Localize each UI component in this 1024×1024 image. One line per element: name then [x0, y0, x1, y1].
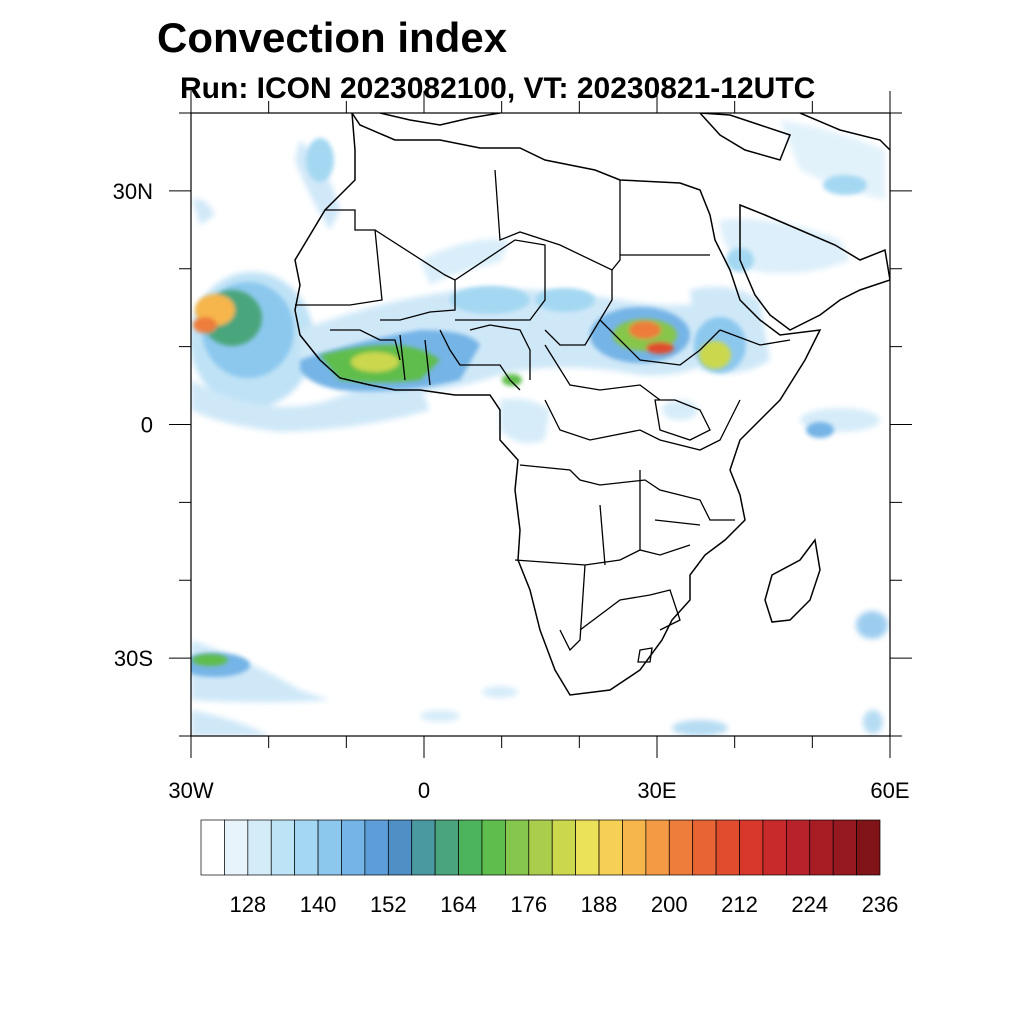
colorbar-swatch: [481, 819, 506, 876]
colorbar-swatch: [528, 819, 553, 876]
map-title: Convection index: [157, 14, 508, 61]
colorbar-swatch: [387, 819, 413, 876]
colorbar-swatch: [598, 819, 623, 876]
colorbar-swatch: [692, 819, 717, 876]
colorbar-swatch: [762, 819, 787, 876]
lat-label: 30N: [113, 179, 153, 204]
colorbar-swatch: [856, 819, 881, 876]
border-mali-algeria: [374, 229, 546, 281]
colorbar-swatch: [668, 819, 694, 876]
africa-coastline: [294, 113, 822, 696]
colorbar-swatch: [458, 819, 483, 876]
colorbar-tick-label: 212: [721, 892, 758, 917]
border-drc-north: [544, 399, 741, 451]
arabia-coastline: [739, 203, 890, 331]
convection-light-areas: [191, 120, 888, 736]
lon-label: 30E: [637, 778, 676, 803]
colorbar-swatch: [551, 819, 576, 876]
europe-coast: [379, 113, 501, 126]
border-angola-zambia: [514, 544, 691, 566]
border-botswana: [579, 589, 681, 631]
colorbar-swatch: [270, 819, 296, 876]
lake-victoria: [654, 399, 711, 441]
lat-label: 0: [141, 413, 153, 438]
colorbar-swatch: [364, 819, 389, 876]
lon-label: 60E: [870, 778, 909, 803]
colorbar-swatch: [505, 819, 530, 876]
colorbar-tick-label: 236: [862, 892, 899, 917]
lat-label: 30S: [114, 646, 153, 671]
turkey-coast: [799, 113, 890, 151]
border-namibia: [559, 564, 586, 652]
colorbar-swatch: [317, 819, 342, 876]
border-ethiopia: [719, 329, 791, 346]
lon-label: 30W: [168, 778, 213, 803]
colorbar-swatch: [739, 819, 764, 876]
colorbar-swatch: [715, 819, 740, 876]
border-libya: [494, 169, 621, 271]
colorbar: 128 140 152 164 176 188 200 212 224 236: [200, 819, 899, 917]
colorbar-tick-label: 224: [791, 892, 828, 917]
map-subtitle: Run: ICON 2023082100, VT: 20230821-12UTC: [180, 72, 816, 105]
convection-field: [191, 120, 888, 736]
colorbar-swatch: [622, 819, 647, 876]
border-drc-south: [519, 464, 735, 521]
colorbar-swatch: [434, 819, 459, 876]
border-zambia-interior: [599, 470, 701, 566]
coastlines: [294, 113, 890, 696]
border-chad-sudan: [544, 270, 613, 346]
colorbar-swatch: [200, 819, 225, 876]
map-axes: 30N 0 30S 30W 0 30E 60E: [113, 91, 912, 803]
colorbar-tick-label: 176: [510, 892, 547, 917]
colorbar-swatch: [832, 819, 857, 876]
colorbar-tick-label: 188: [581, 892, 618, 917]
border-guinea: [330, 329, 401, 361]
colorbar-swatch: [575, 819, 600, 876]
colorbar-swatch: [247, 819, 272, 876]
colorbar-tick-label: 128: [229, 892, 266, 917]
colorbar-swatch: [341, 819, 366, 876]
convection-strong-areas: [192, 290, 731, 666]
border-niger-mali: [380, 280, 456, 321]
colorbar-tick-label: 164: [440, 892, 477, 917]
mediterranean-east-coast: [698, 113, 791, 161]
border-chad-niger: [455, 255, 546, 321]
border-west-africa: [399, 329, 521, 391]
colorbar-swatch: [785, 819, 811, 876]
border-mauritania: [295, 209, 383, 306]
colorbar-swatch: [411, 819, 436, 876]
border-south-sudan: [599, 319, 721, 366]
colorbar-tick-label: 200: [651, 892, 688, 917]
colorbar-swatch: [645, 819, 670, 876]
country-borders: [295, 169, 791, 663]
colorbar-tick-label: 152: [370, 892, 407, 917]
colorbar-tick-label: 140: [300, 892, 337, 917]
border-nigeria: [469, 324, 531, 380]
madagascar-coastline: [764, 538, 821, 623]
colorbar-swatch: [224, 819, 249, 876]
lon-label: 0: [418, 778, 430, 803]
border-car: [544, 344, 661, 401]
colorbar-swatch: [809, 819, 834, 876]
colorbar-swatch: [294, 819, 319, 876]
lesotho: [637, 647, 653, 663]
